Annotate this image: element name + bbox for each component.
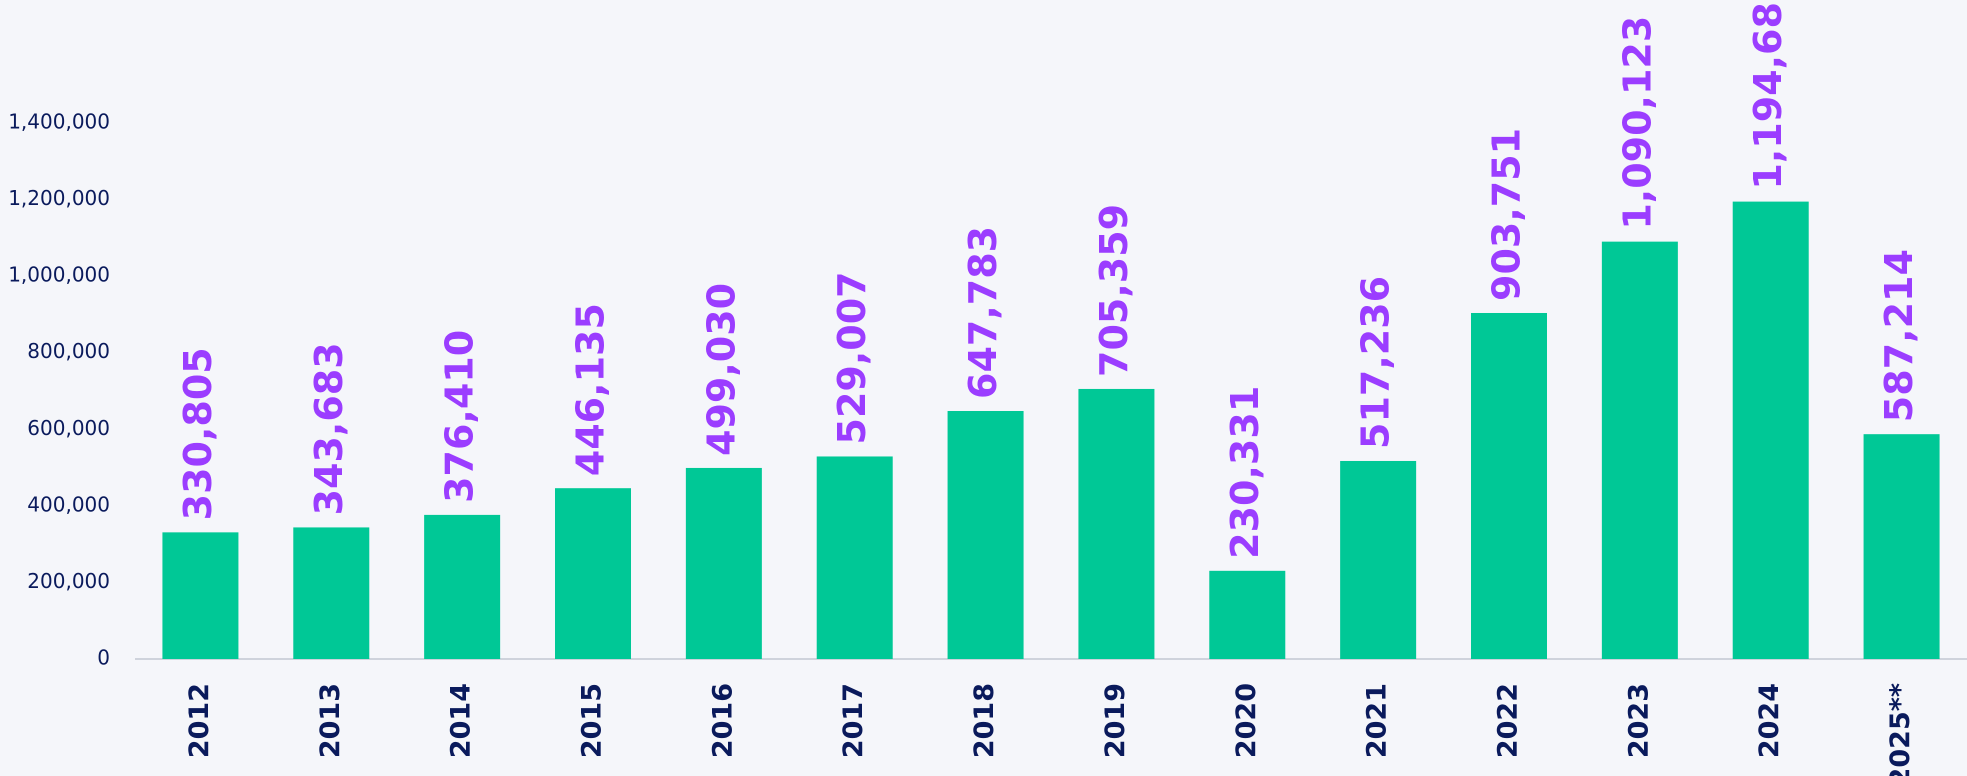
x-tick-label: 2018 (969, 683, 1000, 758)
x-tick-label: 2017 (838, 683, 869, 758)
y-tick-label: 1,200,000 (8, 186, 110, 210)
x-tick-label: 2022 (1493, 683, 1524, 758)
x-tick-label: 2025** (1885, 683, 1916, 776)
bar (1601, 241, 1678, 660)
bar (816, 456, 893, 659)
x-tick-label: 2020 (1231, 683, 1262, 758)
x-tick-label: 2013 (315, 683, 346, 758)
value-label: 647,783 (961, 226, 1005, 399)
x-tick-label: 2023 (1623, 683, 1654, 758)
x-tick-label: 2021 (1362, 683, 1393, 758)
x-tick-label: 2024 (1754, 683, 1785, 758)
y-tick-label: 400,000 (27, 492, 110, 516)
x-tick-label: 2014 (446, 683, 477, 758)
value-label: 1,194,687 (1746, 0, 1790, 190)
value-label: 705,359 (1092, 204, 1136, 377)
bar (1732, 201, 1809, 660)
x-tick-label: 2012 (184, 683, 215, 758)
value-label: 529,007 (830, 271, 874, 444)
value-label: 903,751 (1485, 128, 1529, 301)
bar (555, 488, 631, 659)
bar (1209, 570, 1286, 659)
value-label: 517,236 (1354, 276, 1398, 449)
y-tick-label: 0 (97, 646, 110, 670)
y-tick-label: 1,400,000 (8, 110, 110, 134)
value-label: 343,683 (307, 342, 351, 515)
bar (293, 527, 370, 659)
bar (947, 410, 1024, 659)
bar (1340, 460, 1417, 659)
value-label: 499,030 (699, 283, 743, 456)
y-tick-label: 600,000 (27, 416, 110, 440)
value-label: 330,805 (176, 347, 220, 520)
y-tick-label: 800,000 (27, 339, 110, 363)
value-label: 446,135 (569, 303, 613, 476)
x-tick-label: 2016 (707, 683, 738, 758)
bar (424, 514, 501, 659)
y-tick-label: 1,000,000 (8, 263, 110, 287)
y-tick-label: 200,000 (27, 569, 110, 593)
value-label: 1,090,123 (1615, 16, 1659, 230)
bar (162, 532, 239, 659)
value-label: 376,410 (438, 330, 482, 503)
bar (1863, 434, 1940, 659)
value-label: 587,214 (1877, 249, 1921, 422)
value-label: 230,331 (1223, 386, 1267, 559)
x-tick-label: 2019 (1100, 683, 1131, 758)
bar (685, 467, 762, 659)
bar (1078, 388, 1155, 659)
x-tick-label: 2015 (577, 683, 608, 758)
bar (1471, 312, 1547, 659)
